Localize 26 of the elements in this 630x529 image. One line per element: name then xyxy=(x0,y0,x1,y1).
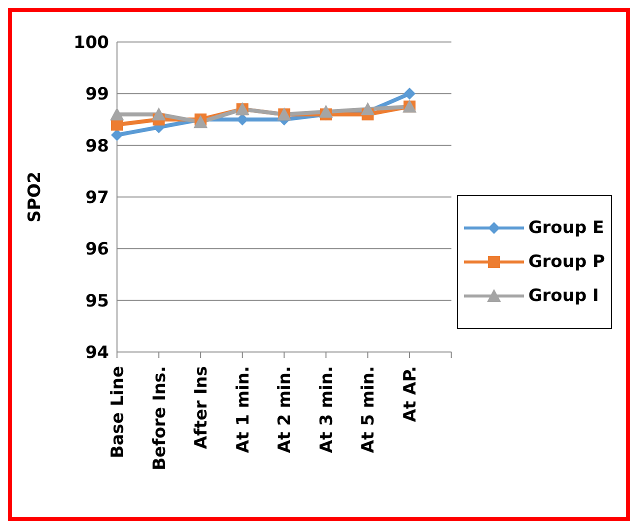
y-tick-label: 99 xyxy=(85,84,109,105)
y-tick-label: 95 xyxy=(85,291,109,312)
y-axis-title: SPO2 xyxy=(25,172,46,222)
y-tick-label: 100 xyxy=(74,33,110,54)
x-tick-label: After Ins xyxy=(192,366,212,450)
x-tick-label: At 1 min. xyxy=(233,366,254,454)
legend-label: Group P xyxy=(528,252,605,272)
y-tick-label: 97 xyxy=(85,188,109,208)
point xyxy=(360,102,375,116)
x-tick-label: Before Ins. xyxy=(150,366,170,470)
y-tick-label: 94 xyxy=(85,343,110,364)
x-tick-label: At 3 min. xyxy=(316,366,337,454)
y-tick-label: 96 xyxy=(85,240,109,260)
point xyxy=(404,88,416,100)
x-tick-label: At AP. xyxy=(400,366,421,422)
x-tick-label: Base Line xyxy=(108,366,128,458)
legend-label: Group E xyxy=(528,218,604,238)
point xyxy=(152,107,166,120)
x-tick-label: At 5 min. xyxy=(358,366,379,454)
legend-label: Group I xyxy=(528,286,599,306)
point xyxy=(111,129,123,141)
x-tick-label: At 2 min. xyxy=(275,366,296,454)
point xyxy=(318,104,333,118)
point xyxy=(194,115,208,128)
y-tick-label: 98 xyxy=(85,136,109,156)
point xyxy=(110,107,124,120)
